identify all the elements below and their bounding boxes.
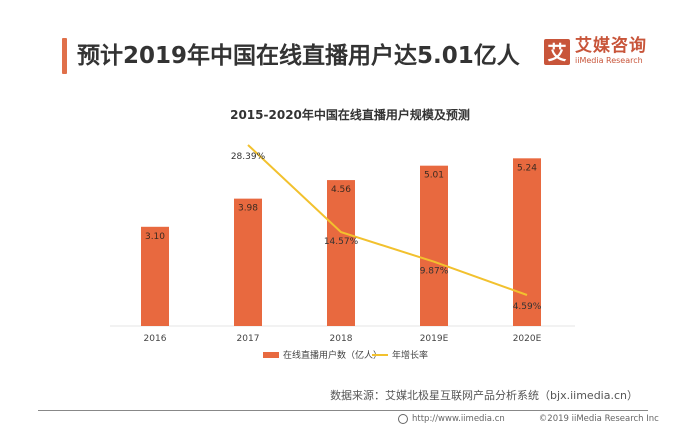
line-label-2020E: 4.59% — [513, 302, 542, 312]
x-tick-2019E: 2019E — [420, 334, 449, 344]
legend-label-line: 年增长率 — [392, 349, 428, 361]
page-title: 预计2019年中国在线直播用户达5.01亿人 — [77, 43, 520, 69]
globe-icon — [398, 414, 408, 424]
growth-rate-line — [247, 144, 528, 296]
logo-icon: 艾 — [544, 38, 570, 65]
x-tick-2017: 2017 — [237, 334, 260, 344]
line-label-2019E: 9.87% — [420, 267, 449, 277]
footer: http://www.iimedia.cn ©2019 iiMedia Rese… — [398, 414, 659, 424]
bar-label-2016: 3.10 — [145, 232, 165, 242]
logo-name-cn: 艾媒咨询 — [575, 36, 647, 56]
iimedia-logo: 艾 艾媒咨询 iiMedia Research — [544, 38, 647, 65]
bar-2020E — [513, 158, 541, 326]
legend-label-bar: 在线直播用户数（亿人） — [283, 349, 382, 361]
bar-label-2017: 3.98 — [238, 204, 258, 214]
bar-label-2020E: 5.24 — [517, 163, 537, 173]
chart-title: 2015-2020年中国在线直播用户规模及预测 — [230, 107, 470, 122]
title-accent-bar — [62, 38, 67, 74]
line-label-2018: 14.57% — [324, 237, 359, 247]
footer-divider — [38, 410, 648, 411]
footer-url[interactable]: http://www.iimedia.cn — [412, 414, 505, 424]
legend: 在线直播用户数（亿人） 年增长率 — [263, 349, 428, 361]
bar-2016 — [141, 226, 169, 326]
x-tick-2018: 2018 — [330, 334, 353, 344]
legend-swatch-bar — [263, 352, 279, 358]
bar-2019E — [420, 165, 448, 326]
data-source: 数据来源：艾媒北极星互联网产品分析系统（bjx.iimedia.cn） — [330, 389, 638, 402]
logo-name-en: iiMedia Research — [575, 56, 643, 65]
bar-2018 — [327, 180, 355, 326]
line-label-2017: 28.39% — [231, 152, 266, 162]
x-tick-2020E: 2020E — [513, 334, 542, 344]
bar-label-2019E: 5.01 — [424, 171, 444, 181]
footer-copyright: ©2019 iiMedia Research Inc — [538, 414, 659, 424]
x-tick-2016: 2016 — [144, 334, 167, 344]
bar-label-2018: 4.56 — [331, 185, 351, 195]
bar-2017 — [234, 198, 262, 326]
